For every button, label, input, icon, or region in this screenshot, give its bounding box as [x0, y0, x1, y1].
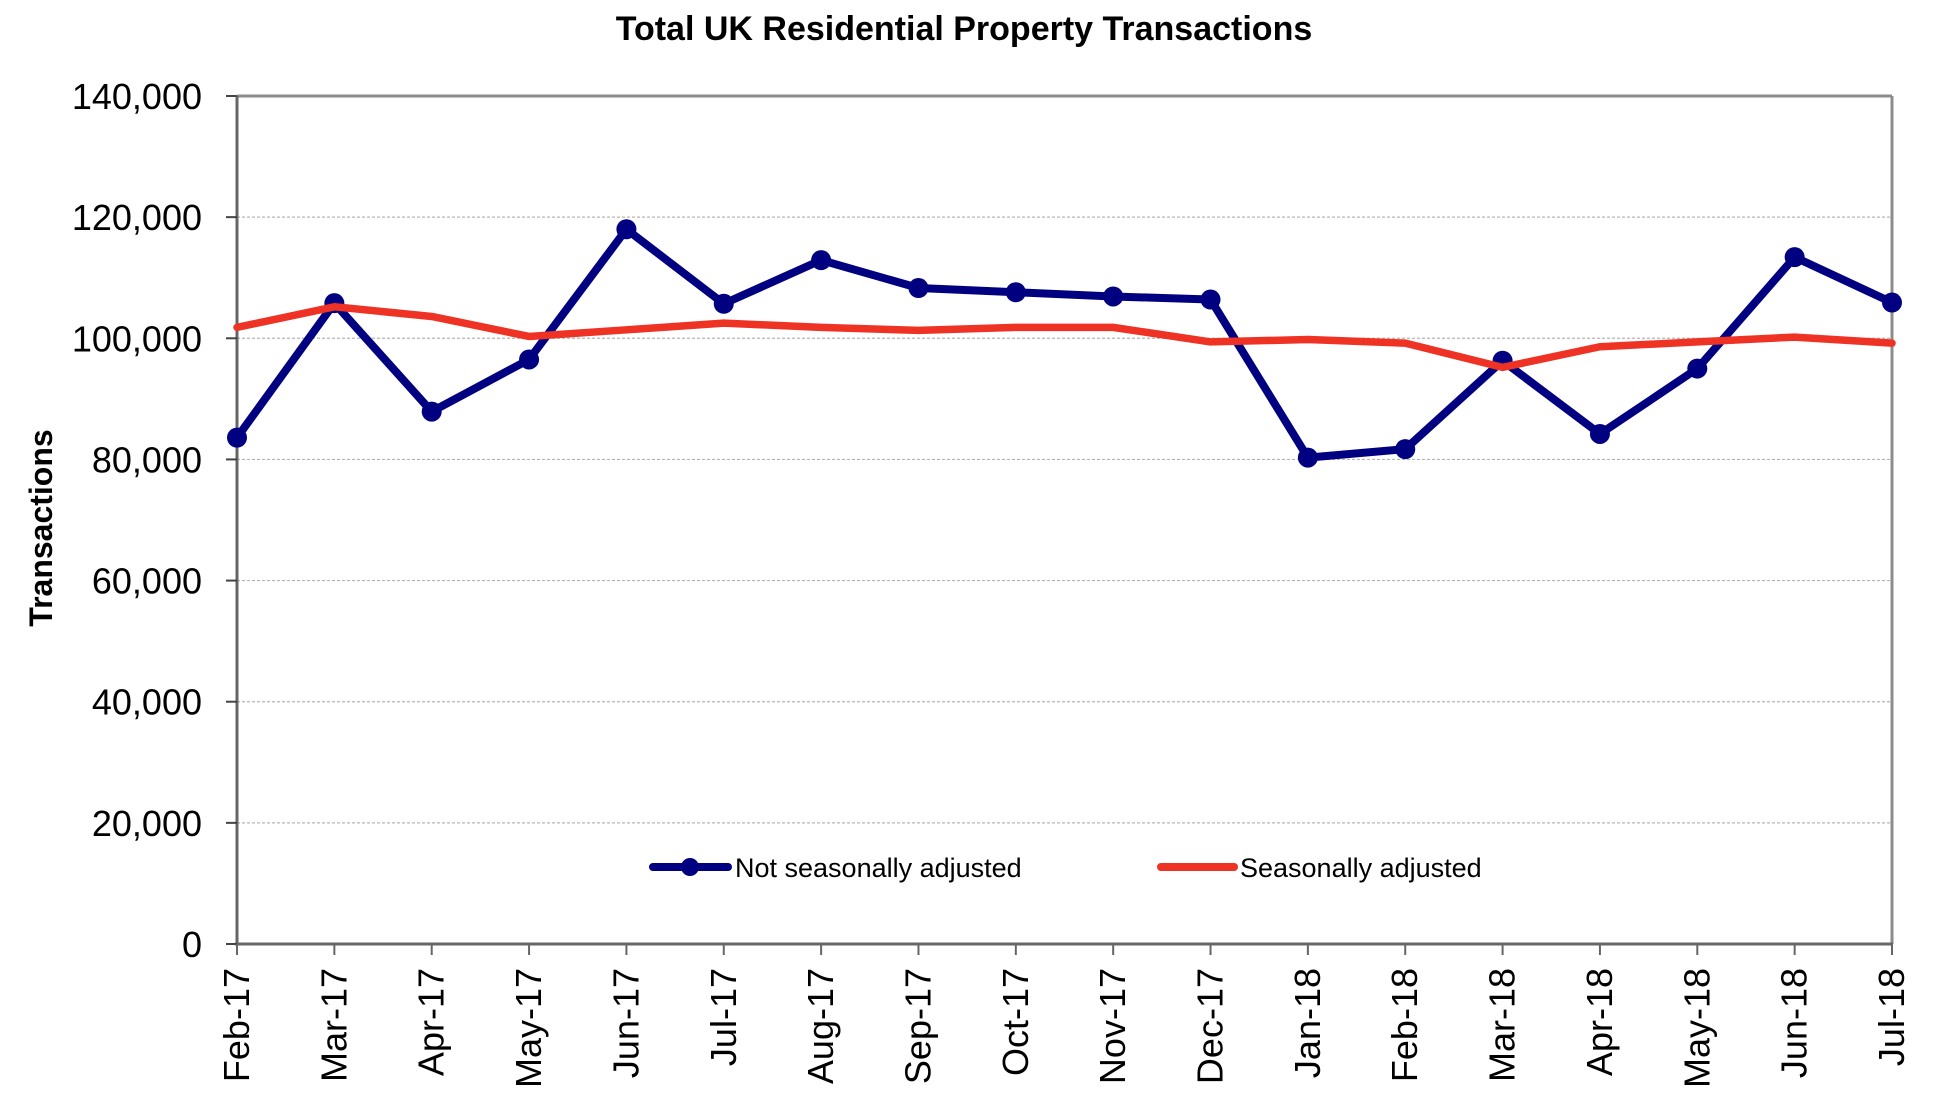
data-point-not-seasonally-adjusted-feb-17 [227, 427, 247, 448]
x-tick-label: May-18 [1676, 968, 1717, 1088]
data-point-not-seasonally-adjusted-dec-17 [1200, 289, 1221, 310]
x-tick-label: Jun-18 [1774, 968, 1815, 1078]
x-tick-label: Feb-17 [216, 968, 257, 1082]
x-axis: Feb-17 Mar-17 Apr-17 May-17 Jun-17 Jul-17 Aug-… [216, 944, 1912, 1088]
x-tick-label: Jun-17 [605, 968, 646, 1078]
legend-label-not-seasonally-adjusted: Not seasonally adjusted [735, 853, 1022, 883]
series-group [227, 219, 1902, 468]
gridlines [237, 216, 1892, 824]
data-point-not-seasonally-adjusted-may-18 [1687, 358, 1708, 379]
y-tick-label: 60,000 [92, 561, 202, 602]
y-axis-label: Transactions [23, 429, 59, 626]
series-seasonally-adjusted [233, 303, 1896, 372]
x-tick-label: Apr-17 [411, 968, 452, 1076]
y-tick-label: 0 [182, 924, 202, 965]
x-tick-label: Jul-17 [703, 968, 744, 1066]
plot-frame [235, 94, 1894, 946]
x-tick-label: Jan-18 [1287, 968, 1328, 1078]
x-tick-label: Sep-17 [897, 968, 938, 1084]
legend-label-seasonally-adjusted: Seasonally adjusted [1240, 853, 1482, 883]
x-tick-label: Dec-17 [1190, 968, 1231, 1084]
x-tick-label: Aug-17 [800, 968, 841, 1084]
data-point-not-seasonally-adjusted-jan-18 [1297, 447, 1318, 468]
series-line-seasonally-adjusted [233, 303, 1896, 372]
x-tick-label: May-17 [508, 968, 549, 1088]
data-point-not-seasonally-adjusted-jul-17 [713, 293, 734, 314]
series-line-not-seasonally-adjusted [233, 225, 1896, 462]
data-point-not-seasonally-adjusted-jun-18 [1784, 247, 1805, 268]
legend-item-not-seasonally-adjusted: Not seasonally adjusted [649, 853, 1022, 883]
data-point-not-seasonally-adjusted-jun-17 [616, 219, 637, 240]
chart-title: Total UK Residential Property Transactio… [616, 10, 1313, 48]
x-tick-label: Feb-18 [1384, 968, 1425, 1082]
x-tick-label: Mar-17 [313, 968, 354, 1082]
x-tick-label: Oct-17 [995, 968, 1036, 1076]
x-tick-label: Jul-18 [1871, 968, 1912, 1066]
data-point-not-seasonally-adjusted-feb-18 [1395, 439, 1416, 460]
x-tick-label: Apr-18 [1579, 968, 1620, 1076]
legend-marker-not-seasonally-adjusted [681, 858, 699, 876]
data-point-not-seasonally-adjusted-sep-17 [908, 278, 929, 299]
y-tick-label: 100,000 [72, 318, 202, 359]
legend-item-seasonally-adjusted: Seasonally adjusted [1157, 853, 1482, 883]
data-point-not-seasonally-adjusted-aug-17 [811, 250, 832, 271]
x-tick-label: Nov-17 [1092, 968, 1133, 1084]
y-tick-label: 40,000 [92, 682, 202, 723]
data-point-not-seasonally-adjusted-apr-17 [421, 401, 442, 422]
data-point-not-seasonally-adjusted-apr-18 [1589, 423, 1610, 444]
y-tick-label: 140,000 [72, 76, 202, 117]
y-tick-label: 80,000 [92, 439, 202, 480]
data-point-not-seasonally-adjusted-jul-18 [1882, 292, 1902, 313]
y-tick-label: 20,000 [92, 803, 202, 844]
y-tick-label: 120,000 [72, 197, 202, 238]
data-point-not-seasonally-adjusted-nov-17 [1103, 286, 1124, 307]
y-axis: 0 20,000 40,000 60,000 80,000 100,000 120,000 1… [72, 76, 237, 965]
data-point-not-seasonally-adjusted-may-17 [519, 349, 540, 370]
data-point-not-seasonally-adjusted-oct-17 [1005, 282, 1026, 303]
legend: Not seasonally adjusted Seasonally adjus… [649, 853, 1482, 883]
x-tick-label: Mar-18 [1482, 968, 1523, 1082]
